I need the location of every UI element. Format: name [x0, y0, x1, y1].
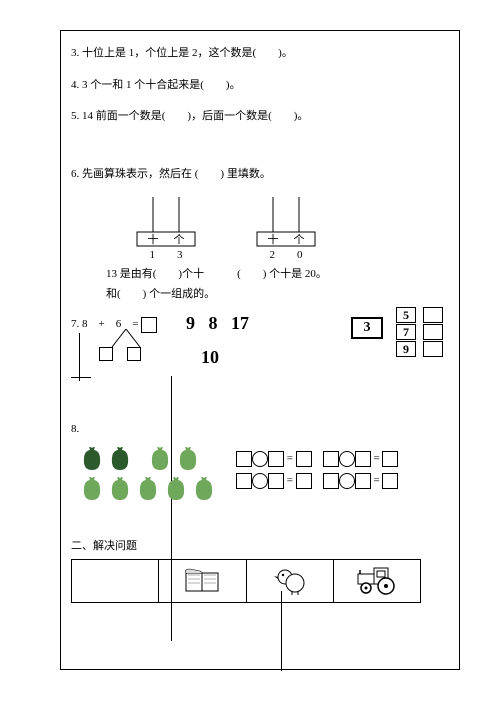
abacus-right-tens: 2: [270, 249, 276, 261]
equation-grid: = = = =: [236, 445, 398, 495]
svg-text:十: 十: [148, 232, 159, 246]
abacus-left-tens: 1: [150, 249, 156, 261]
abacus-left-ones: 3: [177, 249, 183, 261]
q7-ten: 10: [201, 347, 219, 368]
svg-text:十: 十: [268, 232, 279, 246]
abacus-left: 十 个 1 3: [131, 197, 201, 261]
q6-sub2: 和( ) 个一组成的。: [106, 285, 449, 301]
q7-double-box: 3: [351, 317, 383, 339]
q7-num-0: 9: [186, 313, 195, 333]
question-5: 5. 14 前面一个数是( )，后面一个数是( )。: [71, 108, 449, 126]
question-3: 3. 十位上是 1，个位上是 2，这个数是( )。: [71, 45, 449, 63]
question-7: 7. 8 + 6 = 9 8 17 3 5 7 9: [71, 313, 449, 403]
q7-num-2: 17: [231, 313, 249, 333]
q7-stack-right: [423, 307, 443, 357]
abacus-row: 十 个 1 3 十 个 2 0: [131, 197, 449, 261]
chick-icon: [270, 565, 310, 595]
book-icon: [182, 565, 222, 595]
question-4: 4. 3 个一和 1 个十合起来是( )。: [71, 77, 449, 95]
svg-text:个: 个: [294, 233, 305, 246]
question-8-label: 8.: [71, 423, 449, 435]
q7-num-1: 8: [209, 313, 218, 333]
question-6: 6. 先画算珠表示，然后在 ( ) 里填数。: [71, 166, 449, 184]
abacus-right: 十 个 2 0: [251, 197, 321, 261]
pepper-icon: [81, 445, 103, 471]
q7-stack-left: 5 7 9: [396, 307, 416, 357]
q6-sub1: 13 是由有( )个十 ( ) 个十是 20。: [106, 265, 449, 281]
abacus-right-ones: 0: [297, 249, 303, 261]
item-table: [71, 559, 421, 603]
tractor-icon: [354, 564, 400, 596]
section-2-title: 二、解决问题: [71, 537, 449, 553]
svg-text:个: 个: [174, 233, 185, 246]
